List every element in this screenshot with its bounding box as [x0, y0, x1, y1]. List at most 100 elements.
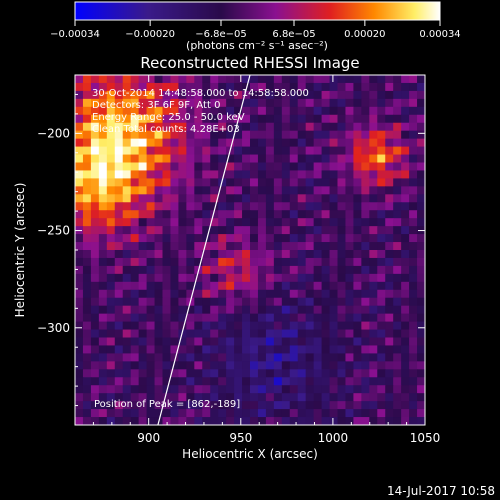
heatmap-cell — [234, 122, 243, 132]
heatmap-cell — [106, 409, 116, 418]
heatmap-cell — [305, 281, 315, 291]
heatmap-cell — [75, 265, 84, 275]
heatmap-cell — [210, 146, 219, 156]
heatmap-cell — [130, 186, 140, 195]
heatmap-cell — [242, 178, 251, 187]
heatmap-cell — [257, 273, 267, 283]
heatmap-cell — [289, 289, 299, 299]
heatmap-cell — [194, 218, 203, 227]
heatmap-cell — [210, 273, 219, 283]
heatmap-cell — [337, 329, 346, 338]
heatmap-cell — [82, 353, 92, 362]
heatmap-cell — [321, 122, 331, 132]
heatmap-cell — [82, 345, 92, 354]
heatmap-cell — [114, 321, 124, 331]
heatmap-cell — [162, 305, 171, 315]
heatmap-cell — [242, 409, 251, 418]
heatmap-cell — [122, 265, 132, 275]
heatmap-cell — [273, 393, 283, 402]
heatmap-cell — [114, 250, 124, 259]
heatmap-cell — [377, 313, 386, 323]
heatmap-cell — [75, 75, 84, 84]
heatmap-cell — [90, 353, 100, 362]
heatmap-cell — [162, 409, 171, 418]
heatmap-cell — [297, 337, 307, 346]
heatmap-cell — [234, 194, 243, 203]
heatmap-cell — [82, 393, 92, 402]
heatmap-cell — [146, 154, 156, 163]
heatmap-cell — [409, 305, 418, 315]
heatmap-cell — [401, 329, 410, 338]
heatmap-cell — [321, 202, 331, 211]
heatmap-cell — [250, 257, 259, 267]
heatmap-cell — [329, 122, 338, 132]
heatmap-cell — [106, 313, 116, 323]
heatmap-cell — [170, 297, 179, 307]
heatmap-cell — [385, 234, 394, 243]
heatmap-cell — [409, 345, 418, 354]
heatmap-cell — [218, 377, 227, 386]
heatmap-cell — [281, 305, 291, 315]
heatmap-cell — [226, 289, 235, 299]
heatmap-cell — [385, 409, 394, 418]
heatmap-cell — [75, 273, 84, 283]
heatmap-cell — [377, 369, 386, 378]
heatmap-cell — [90, 297, 100, 307]
heatmap-cell — [281, 377, 291, 386]
heatmap-cell — [409, 321, 418, 331]
heatmap-cell — [257, 329, 267, 338]
heatmap-cell — [393, 90, 402, 100]
heatmap-cell — [321, 273, 331, 283]
heatmap-cell — [170, 138, 179, 148]
heatmap-cell — [75, 218, 84, 227]
heatmap-cell — [281, 361, 291, 370]
heatmap-cell — [250, 138, 259, 148]
heatmap-cell — [82, 377, 92, 386]
heatmap-cell — [385, 146, 394, 156]
heatmap-cell — [273, 337, 283, 346]
heatmap-cell — [82, 154, 92, 163]
heatmap-cell — [138, 98, 148, 108]
heatmap-cell — [401, 242, 410, 251]
heatmap-cell — [345, 393, 354, 402]
heatmap-cell — [250, 369, 259, 378]
heatmap-cell — [154, 186, 163, 195]
heatmap-cell — [313, 130, 323, 140]
heatmap-cell — [337, 162, 346, 171]
heatmap-cell — [273, 313, 283, 323]
heatmap-cell — [305, 289, 315, 299]
heatmap-cell — [154, 75, 163, 84]
x-tick-label: 1000 — [318, 431, 349, 445]
colorbar-tick-label: 6.8e−05 — [272, 29, 315, 40]
heatmap-cell — [170, 154, 179, 163]
heatmap-cell — [202, 106, 211, 116]
heatmap-cell — [154, 138, 163, 148]
heatmap-cell — [154, 146, 163, 156]
heatmap-cell — [345, 162, 354, 171]
heatmap-cell — [393, 146, 402, 156]
heatmap-cell — [234, 218, 243, 227]
heatmap-cell — [321, 321, 331, 331]
heatmap-cell — [337, 385, 346, 394]
heatmap-cell — [162, 106, 171, 116]
heatmap-cell — [138, 162, 148, 171]
heatmap-cell — [194, 194, 203, 203]
heatmap-cell — [122, 146, 132, 156]
heatmap-cell — [297, 186, 307, 195]
heatmap-cell — [257, 409, 267, 418]
heatmap-cell — [186, 417, 195, 425]
heatmap-cell — [122, 289, 132, 299]
heatmap-cell — [82, 210, 92, 219]
heatmap-cell — [162, 75, 171, 84]
heatmap-cell — [337, 218, 346, 227]
heatmap-cell — [281, 289, 291, 299]
heatmap-cell — [130, 210, 140, 219]
heatmap-cell — [178, 281, 187, 291]
heatmap-cell — [353, 273, 362, 283]
heatmap-cell — [138, 361, 148, 370]
heatmap-cell — [210, 257, 219, 267]
heatmap-cell — [82, 361, 92, 370]
heatmap-cell — [138, 186, 148, 195]
heatmap-cell — [154, 242, 163, 251]
heatmap-cell — [385, 82, 394, 92]
